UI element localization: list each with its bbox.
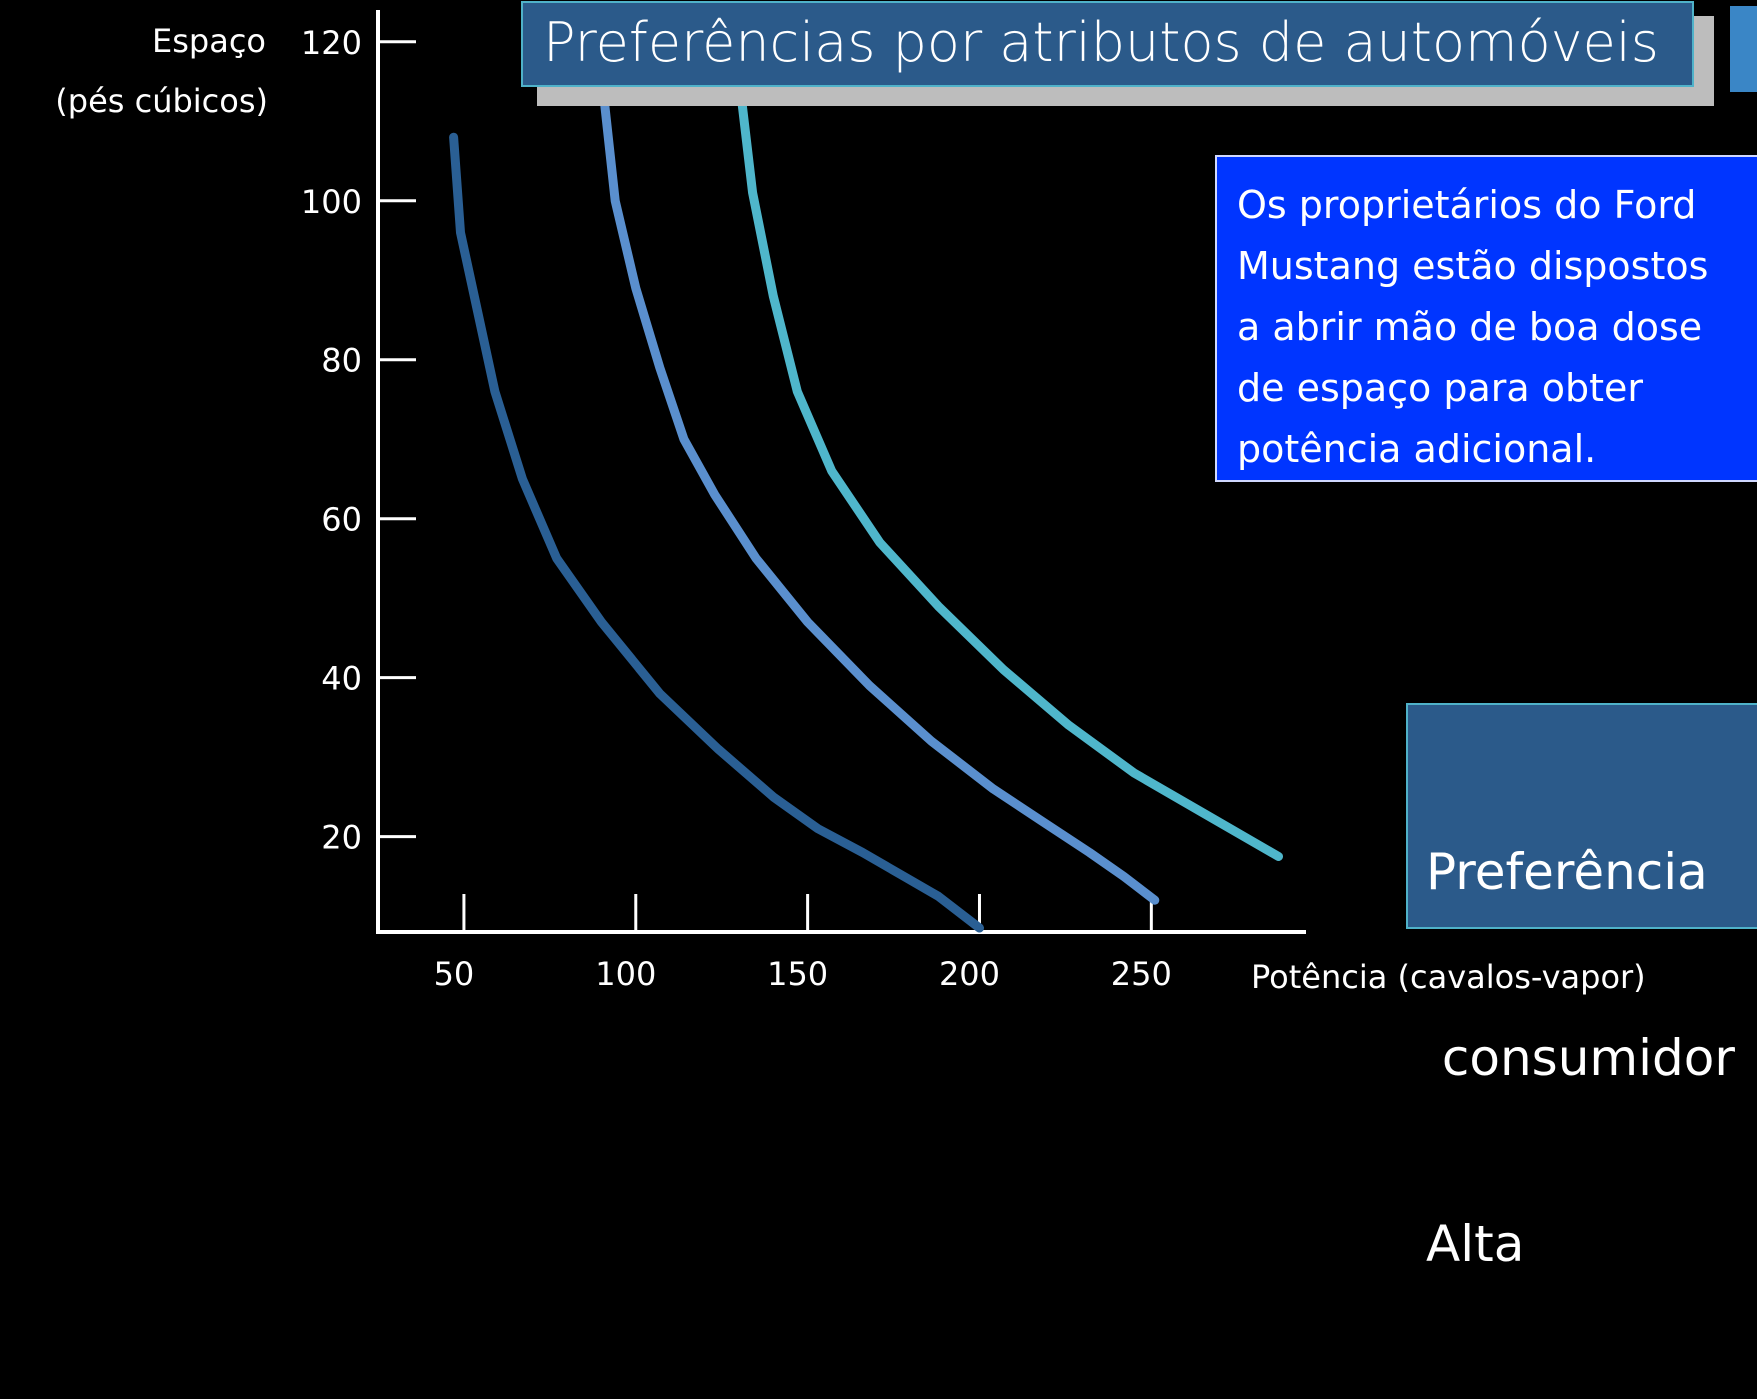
x-axis-label: Potência (cavalos-vapor) [1251, 958, 1646, 996]
y-tick-label: 60 [321, 501, 362, 539]
preference-line3: Alta TMS [1426, 1213, 1735, 1275]
preference-box: Preferência consumidor Alta TMS [1406, 703, 1757, 1273]
preference-line3-prefix: Alta [1426, 1215, 1541, 1273]
preference-line2: consumidor [1426, 1029, 1735, 1087]
indifference-curve-3 [727, 5, 1283, 861]
x-tick-label: 250 [1111, 955, 1172, 993]
y-axis-label-line2: (pés cúbicos) [55, 82, 268, 120]
y-axis-label-line1: Espaço [152, 22, 266, 60]
note-box: Os proprietários do Ford Mustang estão d… [1215, 155, 1757, 482]
preference-text: Preferência consumidor Alta TMS [1426, 717, 1735, 1399]
y-tick-label: 40 [321, 660, 362, 698]
note-line: de espaço para obter [1237, 366, 1644, 410]
accent-strip [1730, 6, 1757, 92]
x-tick-label: 200 [939, 955, 1000, 993]
note-line: Os proprietários do Ford [1237, 183, 1697, 227]
x-tick-label: 100 [595, 955, 656, 993]
y-tick-label: 100 [301, 183, 362, 221]
note-line: a abrir mão de boa dose [1237, 305, 1703, 349]
chart-title-box: Preferências por atributos de automóveis [521, 1, 1694, 87]
preference-line1: Preferência [1426, 843, 1708, 901]
y-ticks: 20 40 60 80 100 120 [301, 24, 416, 857]
curves [449, 5, 1283, 933]
y-tick-label: 120 [301, 24, 362, 62]
note-line: Mustang estão dispostos [1237, 244, 1709, 288]
y-tick-label: 20 [321, 819, 362, 857]
x-tick-label: 150 [767, 955, 828, 993]
y-tick-label: 80 [321, 342, 362, 380]
x-tick-label: 50 [434, 955, 475, 993]
indifference-curve-1 [449, 132, 984, 933]
note-text: Os proprietários do Ford Mustang estão d… [1237, 175, 1757, 480]
indifference-curve-2 [593, 5, 1160, 905]
indifference-chart: 20 40 60 80 100 120 50 100 150 200 250 Espaço (pé… [55, 5, 1646, 996]
preference-tms: TMS [1540, 1215, 1646, 1273]
note-line: potência adicional. [1237, 427, 1597, 471]
x-ticks: 50 100 150 200 250 [434, 894, 1172, 993]
chart-title: Preferências por atributos de automóveis [543, 11, 1659, 74]
